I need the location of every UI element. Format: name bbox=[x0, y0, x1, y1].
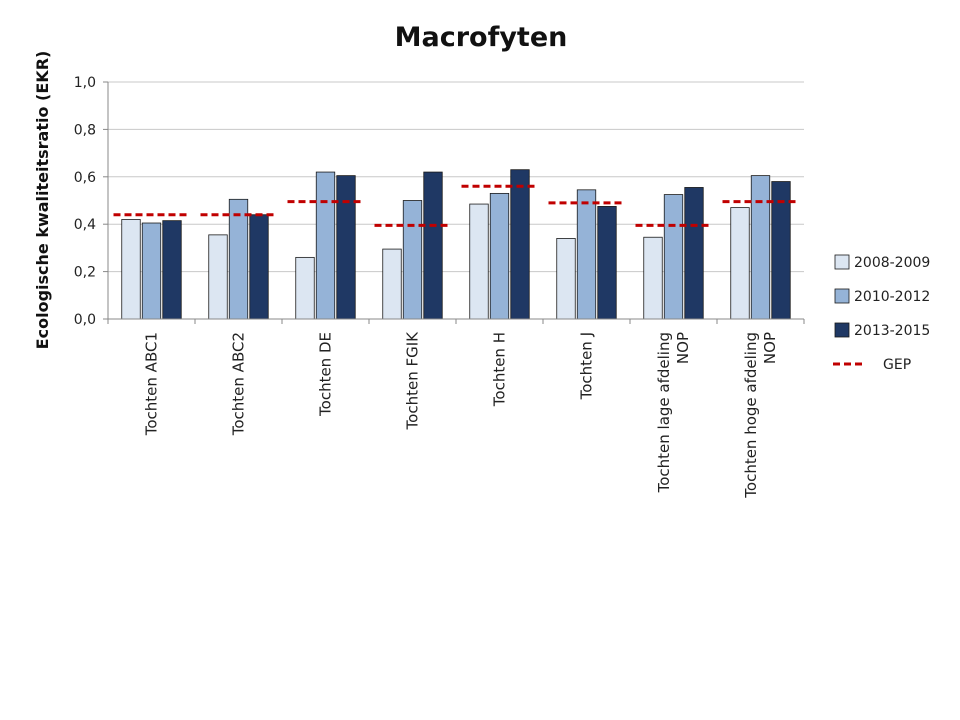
bar bbox=[489, 192, 510, 320]
category-label-line: Tochten DE bbox=[317, 332, 335, 417]
y-tick-label: 1,0 bbox=[74, 75, 96, 91]
category-label-line: Tochten lage afdeling bbox=[655, 332, 673, 493]
category-label: Tochten ABC2 bbox=[230, 332, 248, 436]
bar bbox=[336, 175, 356, 320]
axes bbox=[103, 81, 805, 324]
bar bbox=[663, 194, 684, 320]
category-label: Tochten H bbox=[491, 332, 509, 407]
bar bbox=[141, 222, 162, 320]
y-tick-label: 0,6 bbox=[74, 170, 96, 186]
y-tick-label: 0,0 bbox=[74, 312, 96, 328]
bar bbox=[162, 220, 182, 320]
bar bbox=[295, 256, 315, 320]
chart-title: Macrofyten bbox=[395, 22, 568, 53]
legend-swatch bbox=[834, 254, 850, 270]
legend: 2008-2009 2010-2012 2013-2015 GEP bbox=[833, 254, 930, 373]
category-label: Tochten DE bbox=[317, 332, 335, 417]
category-labels: Tochten ABC1 Tochten ABC2 Tochten DE Tochte… bbox=[143, 331, 780, 499]
bar bbox=[576, 189, 597, 320]
category-label-line: Tochten hoge afdeling bbox=[742, 332, 760, 499]
bar bbox=[121, 219, 141, 320]
bars bbox=[121, 169, 791, 320]
bar bbox=[423, 171, 443, 320]
category-label-line: Tochten ABC2 bbox=[230, 332, 248, 436]
y-tick-label: 0,8 bbox=[74, 122, 96, 138]
bar bbox=[510, 169, 530, 320]
bar bbox=[730, 207, 750, 320]
legend-label: 2008-2009 bbox=[854, 255, 930, 271]
legend-swatch bbox=[834, 322, 850, 338]
legend-label: GEP bbox=[883, 357, 911, 373]
gep-lines bbox=[113, 184, 799, 227]
bar bbox=[469, 203, 489, 320]
bar bbox=[382, 248, 402, 320]
category-label: Tochten FGIK bbox=[404, 331, 422, 431]
bar bbox=[315, 171, 336, 320]
bar bbox=[402, 200, 423, 320]
legend-swatch bbox=[834, 288, 850, 304]
bar bbox=[684, 187, 704, 320]
y-axis-label: Ecologische kwaliteitsratio (EKR) bbox=[33, 51, 52, 350]
bar bbox=[249, 214, 269, 320]
bar bbox=[643, 236, 663, 320]
y-tick-label: 0,2 bbox=[74, 265, 96, 281]
y-tick-labels: 0,0 0,2 0,4 0,6 0,8 1,0 bbox=[74, 75, 96, 328]
bar bbox=[208, 234, 228, 320]
category-label: Tochten hoge afdeling NOP bbox=[742, 332, 779, 499]
category-label-line: Tochten J bbox=[578, 332, 596, 400]
category-label-line: Tochten H bbox=[491, 332, 509, 407]
bar bbox=[228, 198, 249, 320]
category-label-line: NOP bbox=[761, 332, 779, 364]
category-label: Tochten ABC1 bbox=[143, 332, 161, 436]
category-label: Tochten lage afdeling NOP bbox=[655, 332, 692, 493]
legend-label: 2013-2015 bbox=[854, 323, 930, 339]
category-label-line: Tochten FGIK bbox=[404, 331, 422, 431]
category-label: Tochten J bbox=[578, 332, 596, 400]
y-tick-label: 0,4 bbox=[74, 217, 96, 233]
legend-label: 2010-2012 bbox=[854, 289, 930, 305]
bar bbox=[556, 238, 576, 320]
category-label-line: NOP bbox=[674, 332, 692, 364]
bar bbox=[750, 175, 771, 320]
bar bbox=[597, 206, 617, 320]
category-label-line: Tochten ABC1 bbox=[143, 332, 161, 436]
